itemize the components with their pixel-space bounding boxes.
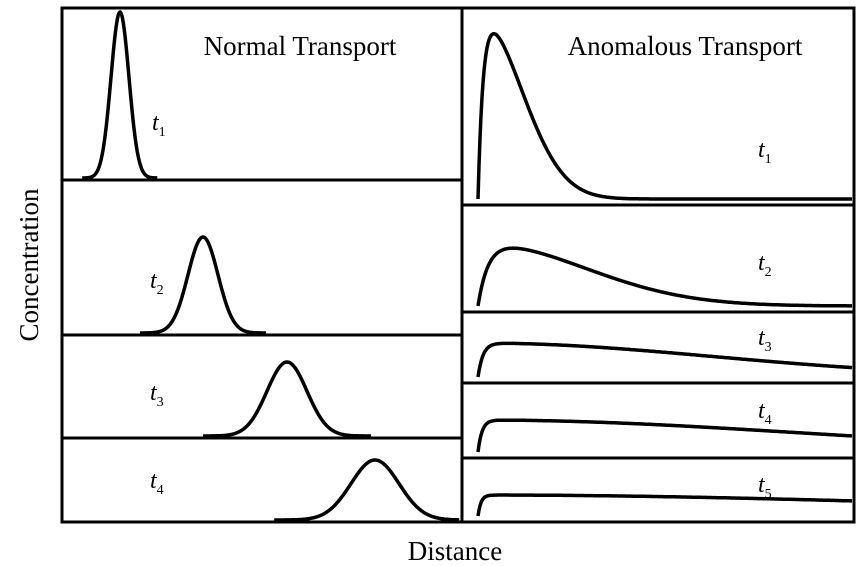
time-label-base: t <box>758 472 766 498</box>
time-label: t1 <box>152 110 166 140</box>
time-label: t2 <box>758 250 772 280</box>
time-label-base: t <box>758 325 766 351</box>
right-title: Anomalous Transport <box>568 31 803 61</box>
concentration-curve <box>476 246 853 308</box>
time-label: t1 <box>758 137 772 167</box>
concentration-curve <box>139 235 267 335</box>
time-label-sub: 3 <box>157 395 164 410</box>
time-label: t4 <box>758 398 772 428</box>
concentration-curve <box>273 458 460 522</box>
time-label-base: t <box>152 110 160 136</box>
time-label-sub: 4 <box>765 413 772 428</box>
time-label: t5 <box>758 472 772 502</box>
time-label-sub: 1 <box>159 125 166 140</box>
left-title: Normal Transport <box>204 31 397 61</box>
time-label-sub: 3 <box>765 340 772 355</box>
concentration-curve <box>476 493 853 517</box>
x-axis-label: Distance <box>408 536 502 566</box>
time-label-sub: 2 <box>765 265 772 280</box>
time-label-base: t <box>758 137 766 163</box>
concentration-curve <box>476 418 853 453</box>
time-label: t3 <box>758 325 772 355</box>
time-label-sub: 5 <box>765 487 772 502</box>
y-axis-label: Concentration <box>14 188 44 341</box>
concentration-curve <box>202 360 372 438</box>
time-label-sub: 2 <box>157 283 164 298</box>
time-label: t2 <box>150 268 164 298</box>
concentration-curve <box>81 10 158 180</box>
time-label: t3 <box>150 380 164 410</box>
time-label-base: t <box>758 398 766 424</box>
concentration-curve <box>476 341 853 378</box>
time-label-sub: 4 <box>157 483 164 498</box>
concentration-curve <box>476 31 853 201</box>
time-label-sub: 1 <box>765 152 772 167</box>
time-label: t4 <box>150 468 164 498</box>
time-label-base: t <box>150 468 158 494</box>
frame <box>60 6 856 524</box>
time-label-base: t <box>150 380 158 406</box>
time-label-base: t <box>150 268 158 294</box>
time-label-base: t <box>758 250 766 276</box>
